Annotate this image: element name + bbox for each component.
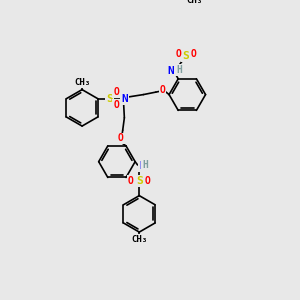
Text: S: S (136, 176, 143, 186)
Text: O: O (113, 100, 119, 110)
Text: S: S (106, 94, 113, 104)
Text: N: N (121, 94, 128, 104)
Text: CH₃: CH₃ (74, 78, 90, 87)
Text: O: O (160, 85, 165, 95)
Text: S: S (182, 51, 189, 61)
Text: CH₃: CH₃ (186, 0, 202, 5)
Text: N: N (139, 161, 146, 171)
Text: H: H (176, 65, 182, 75)
Text: O: O (190, 49, 196, 59)
Text: O: O (113, 87, 119, 97)
Text: H: H (142, 160, 148, 170)
Text: O: O (175, 49, 181, 59)
Text: N: N (167, 65, 174, 76)
Text: O: O (145, 176, 151, 186)
Text: CH₃: CH₃ (131, 235, 147, 244)
Text: O: O (118, 134, 124, 143)
Text: O: O (128, 176, 134, 186)
